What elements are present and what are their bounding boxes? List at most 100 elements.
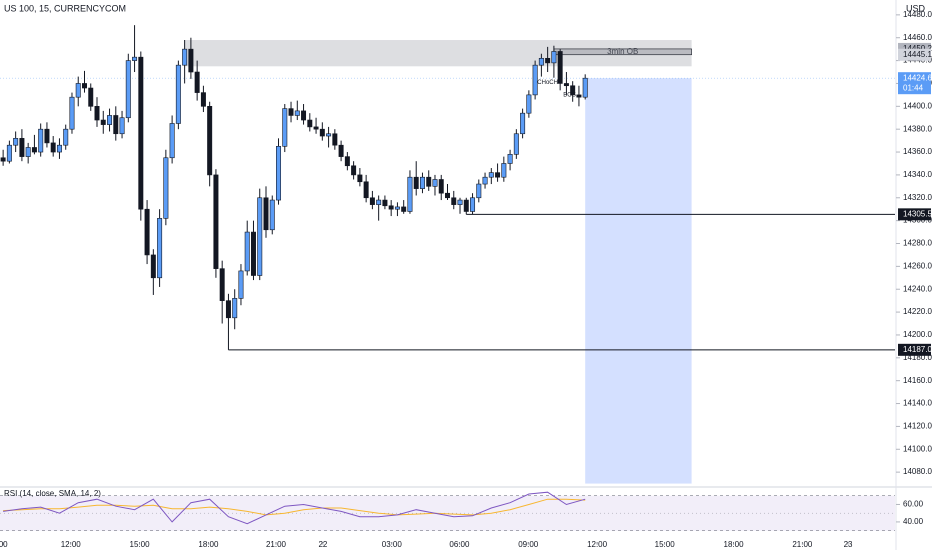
currency-label: USD	[906, 3, 926, 13]
candle-body	[301, 110, 307, 121]
ob-bottom-tag-bg	[898, 48, 931, 61]
y-tick-label: 14280.0	[903, 239, 932, 248]
candle-body	[75, 83, 81, 98]
ob-label: 3min OB	[607, 47, 638, 56]
rsi-tick-label: 60.00	[903, 500, 924, 509]
candle-body	[326, 133, 332, 137]
y-tick-label: 14480.0	[903, 10, 932, 19]
y-tick-label: 14080.0	[903, 467, 932, 476]
candle-body	[294, 110, 300, 116]
rsi-sma-line	[3, 498, 586, 516]
candle-body	[82, 83, 87, 89]
candle-body	[426, 176, 432, 187]
candle-body	[532, 64, 538, 96]
candle-body	[257, 197, 263, 276]
candle-body	[476, 183, 482, 199]
candle-body	[188, 48, 194, 73]
candle-body	[88, 87, 94, 107]
candle-body	[175, 64, 181, 124]
candle-body	[520, 112, 526, 135]
rsi-tick-label: 40.00	[903, 517, 924, 526]
candle-body	[25, 147, 31, 157]
candle-body	[207, 106, 213, 176]
candle-body	[69, 96, 75, 130]
candle-body	[19, 138, 25, 157]
candle-body	[288, 108, 294, 116]
x-tick-label: 18:00	[724, 540, 745, 549]
candle-body	[507, 154, 513, 164]
y-tick-label: 14180.0	[903, 353, 932, 362]
candle-body	[138, 56, 144, 210]
x-tick-label: 21:00	[792, 540, 813, 549]
candle-body	[438, 179, 444, 194]
x-tick-label: 03:00	[382, 540, 403, 549]
candle-body	[357, 174, 363, 183]
y-tick-label: 14220.0	[903, 307, 932, 316]
candle-body	[313, 126, 319, 130]
candle-body	[263, 197, 269, 231]
candle-body	[269, 199, 275, 231]
countdown: 01:44	[903, 83, 924, 92]
candle-body	[219, 268, 225, 301]
level-tag-bg	[898, 208, 931, 221]
candle-body	[582, 77, 588, 98]
candle-body	[513, 133, 519, 155]
candle-body	[401, 206, 407, 212]
candle-body	[282, 108, 288, 147]
y-tick-label: 14120.0	[903, 422, 932, 431]
candle-body	[501, 163, 507, 178]
x-tick-label: 06:00	[449, 540, 470, 549]
annotation: BOS	[563, 92, 576, 98]
last-price-tag: 14424.6	[903, 73, 932, 82]
y-tick-label: 14380.0	[903, 124, 932, 133]
candle-body	[470, 197, 476, 212]
candle-body	[363, 181, 369, 199]
level-tag: 14305.5	[903, 209, 932, 218]
candle-body	[557, 51, 563, 84]
candle-body	[31, 147, 37, 153]
candle-body	[38, 128, 44, 153]
chart-title: US 100, 15, CURRENCYCOM	[4, 3, 126, 13]
y-tick-label: 14360.0	[903, 147, 932, 156]
y-tick-label: 14140.0	[903, 399, 932, 408]
candle-body	[182, 48, 188, 66]
candle-body	[344, 156, 350, 167]
y-tick-label: 14160.0	[903, 376, 932, 385]
candle-body	[276, 146, 282, 201]
candle-body	[432, 179, 438, 187]
candle-body	[488, 172, 494, 178]
candle-body	[451, 197, 457, 205]
candle-body	[388, 205, 394, 210]
candle-body	[250, 231, 256, 276]
candle-body	[382, 199, 388, 207]
candle-body	[56, 144, 62, 153]
x-tick-label: 21:00	[266, 540, 287, 549]
candle-body	[125, 60, 131, 119]
rsi-title: RSI (14, close, SMA, 14, 2)	[4, 489, 101, 498]
x-tick-label: 12:00	[587, 540, 608, 549]
ob-top-tag: 14450.2	[903, 44, 932, 53]
candle-body	[351, 165, 357, 176]
candle-body	[163, 157, 169, 219]
candle-body	[463, 199, 469, 212]
candle-body	[50, 142, 56, 153]
candle-body	[576, 94, 582, 98]
candle-body	[332, 133, 338, 146]
candle-body	[538, 58, 544, 66]
candle-body	[457, 199, 463, 205]
y-tick-label: 14200.0	[903, 330, 932, 339]
x-tick-label: 15:00	[130, 540, 151, 549]
y-tick-label: 14400.0	[903, 101, 932, 110]
y-tick-label: 14260.0	[903, 261, 932, 270]
candle-body	[244, 231, 250, 272]
candle-body	[413, 176, 419, 189]
level-tag-bg	[898, 343, 931, 356]
candle-body	[238, 270, 244, 299]
x-tick-label: 12:00	[61, 540, 82, 549]
x-tick-label: 15:00	[655, 540, 676, 549]
candle-body	[144, 208, 150, 256]
candle-body	[232, 298, 238, 319]
candle-body	[157, 218, 163, 279]
candle-body	[338, 144, 344, 157]
